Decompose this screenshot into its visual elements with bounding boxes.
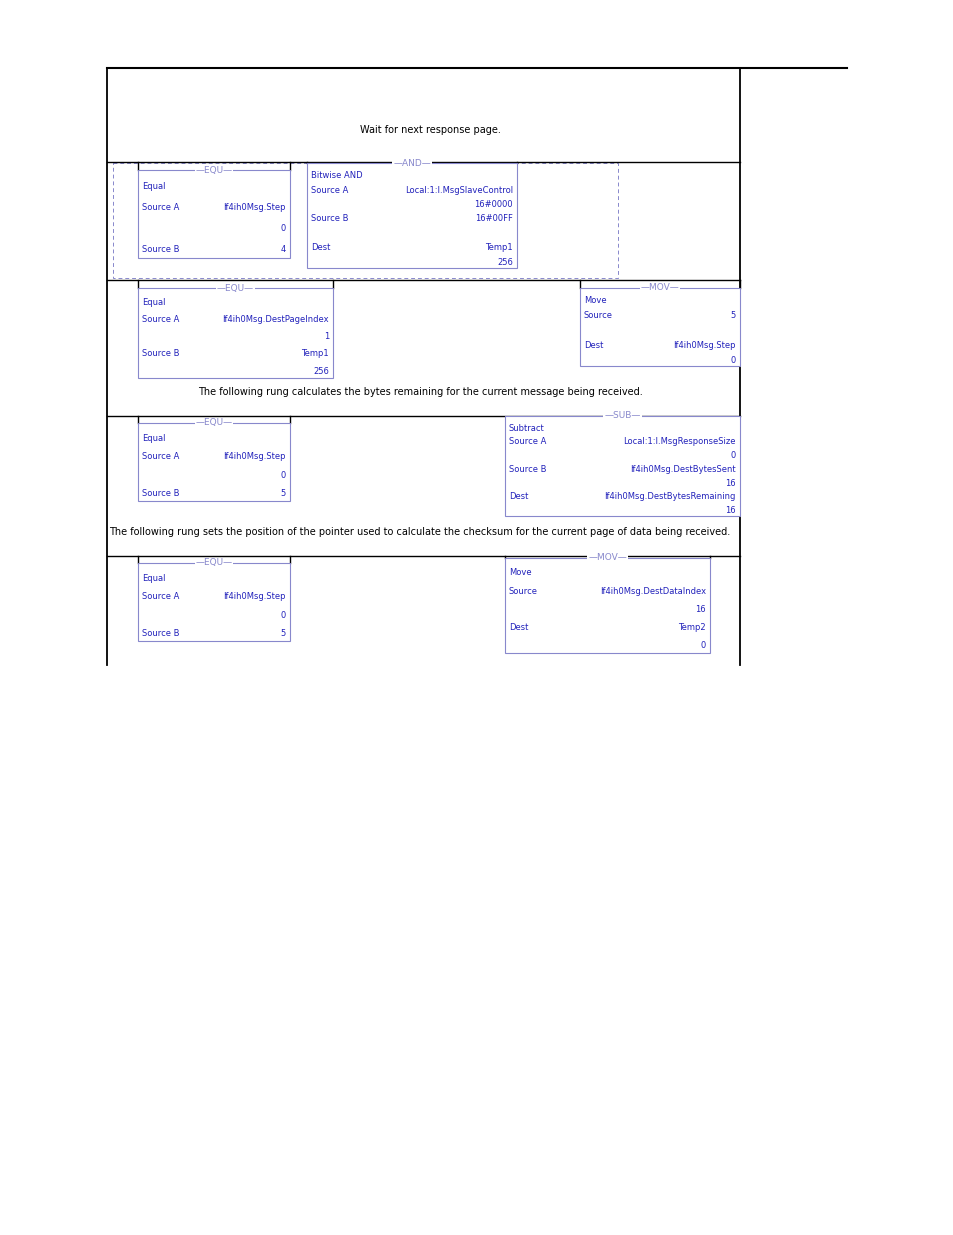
Text: Dest: Dest [583, 341, 602, 350]
Text: Source A: Source A [142, 592, 179, 601]
Text: If4ih0Msg.DestPageIndex: If4ih0Msg.DestPageIndex [222, 315, 329, 324]
Text: Move: Move [583, 296, 606, 305]
Text: Equal: Equal [142, 573, 165, 583]
Text: Temp1: Temp1 [485, 243, 513, 252]
Text: 5: 5 [280, 489, 286, 498]
Text: Equal: Equal [142, 182, 165, 191]
Text: Bitwise AND: Bitwise AND [311, 172, 362, 180]
Text: Source A: Source A [142, 452, 179, 461]
Text: Move: Move [509, 568, 531, 578]
Text: —SUB—: —SUB— [603, 411, 640, 420]
Text: 256: 256 [497, 258, 513, 267]
Text: Temp2: Temp2 [678, 622, 705, 632]
Text: Source A: Source A [142, 315, 179, 324]
Text: If4ih0Msg.Step: If4ih0Msg.Step [223, 592, 286, 601]
Text: —EQU—: —EQU— [195, 419, 233, 427]
Text: —AND—: —AND— [393, 158, 431, 168]
Text: 0: 0 [700, 641, 705, 650]
Text: Equal: Equal [142, 298, 165, 306]
Text: If4ih0Msg.Step: If4ih0Msg.Step [673, 341, 735, 350]
Text: If4ih0Msg.DestBytesSent: If4ih0Msg.DestBytesSent [630, 464, 735, 474]
Bar [504, 416, 740, 516]
Text: —MOV—: —MOV— [587, 553, 626, 562]
Text: Source B: Source B [311, 215, 348, 224]
Bar [504, 558, 709, 653]
Text: 16: 16 [724, 506, 735, 515]
Text: 0: 0 [280, 610, 286, 620]
Text: If4ih0Msg.DestDataIndex: If4ih0Msg.DestDataIndex [599, 587, 705, 595]
Text: 1: 1 [323, 332, 329, 341]
Text: Dest: Dest [509, 622, 528, 632]
Text: 16: 16 [695, 605, 705, 614]
Text: 0: 0 [280, 224, 286, 233]
Text: Source B: Source B [142, 629, 179, 638]
Text: —EQU—: —EQU— [216, 284, 253, 293]
Text: 5: 5 [280, 629, 286, 638]
Text: Source: Source [583, 311, 613, 320]
Text: If4ih0Msg.DestBytesRemaining: If4ih0Msg.DestBytesRemaining [604, 493, 735, 501]
Text: Local:1:I.MsgResponseSize: Local:1:I.MsgResponseSize [623, 437, 735, 446]
Text: Dest: Dest [311, 243, 330, 252]
Text: Source B: Source B [142, 489, 179, 498]
Text: —EQU—: —EQU— [195, 558, 233, 568]
Text: —MOV—: —MOV— [640, 284, 679, 293]
Bar [307, 163, 517, 268]
Bar [579, 288, 740, 366]
Text: 4: 4 [280, 245, 286, 254]
Text: 0: 0 [730, 356, 735, 364]
Text: 0: 0 [280, 471, 286, 479]
Bar [138, 424, 290, 501]
Text: If4ih0Msg.Step: If4ih0Msg.Step [223, 203, 286, 212]
Text: 256: 256 [313, 367, 329, 375]
Text: Temp1: Temp1 [301, 350, 329, 358]
Text: If4ih0Msg.Step: If4ih0Msg.Step [223, 452, 286, 461]
Text: Source B: Source B [142, 350, 179, 358]
Text: —EQU—: —EQU— [195, 165, 233, 174]
Text: 16#00FF: 16#00FF [475, 215, 513, 224]
Text: Equal: Equal [142, 433, 165, 442]
Bar [138, 170, 290, 258]
Text: 0: 0 [730, 451, 735, 461]
Text: Source B: Source B [509, 464, 546, 474]
Bar [112, 163, 618, 278]
Text: Source A: Source A [142, 203, 179, 212]
Text: Subtract: Subtract [509, 424, 544, 432]
Text: 16: 16 [724, 479, 735, 488]
Text: Source A: Source A [311, 185, 348, 195]
Text: 5: 5 [730, 311, 735, 320]
Text: Source A: Source A [509, 437, 546, 446]
Text: 16#0000: 16#0000 [474, 200, 513, 209]
Bar [138, 563, 290, 641]
Text: The following rung calculates the bytes remaining for the current message being : The following rung calculates the bytes … [197, 387, 641, 396]
Text: Wait for next response page.: Wait for next response page. [359, 125, 500, 135]
Text: The following rung sets the position of the pointer used to calculate the checks: The following rung sets the position of … [110, 527, 730, 537]
Text: Source: Source [509, 587, 537, 595]
Text: Local:1:I.MsgSlaveControl: Local:1:I.MsgSlaveControl [404, 185, 513, 195]
Bar [138, 288, 333, 378]
Text: Dest: Dest [509, 493, 528, 501]
Text: Source B: Source B [142, 245, 179, 254]
